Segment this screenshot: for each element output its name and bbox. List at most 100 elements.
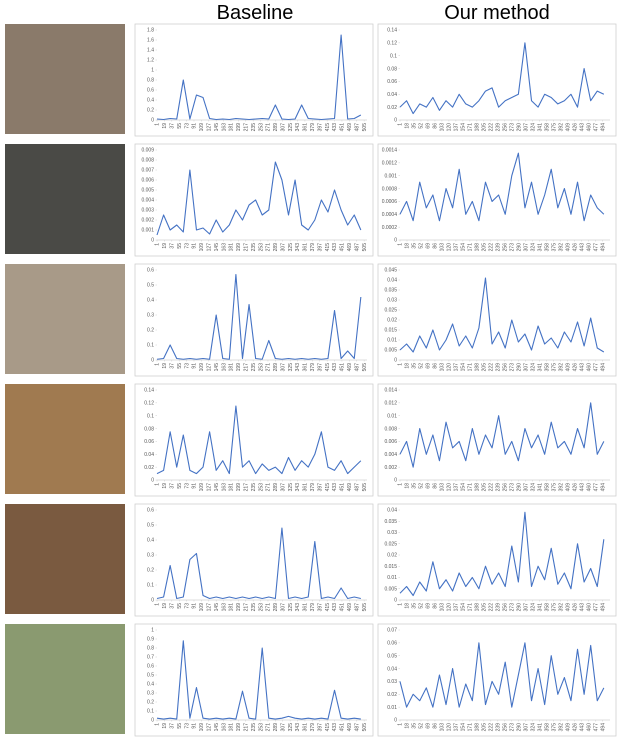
x-tick-label: 375 (551, 483, 557, 492)
x-tick-label: 188 (475, 603, 481, 612)
x-tick-label: 91 (192, 603, 198, 609)
x-tick-label: 1 (155, 123, 161, 126)
x-tick-label: 235 (251, 723, 257, 732)
x-tick-label: 120 (447, 123, 453, 132)
x-tick-label: 343 (295, 243, 301, 252)
x-tick-label: 451 (340, 123, 346, 132)
x-tick-label: 451 (340, 483, 346, 492)
x-tick-label: 103 (440, 363, 446, 372)
y-tick-label: 0.04 (387, 508, 397, 514)
x-tick-label: 341 (537, 243, 543, 252)
x-tick-label: 477 (593, 483, 599, 492)
y-tick-label: 1 (151, 628, 154, 634)
x-tick-label: 392 (558, 723, 564, 732)
x-tick-label: 426 (572, 603, 578, 612)
x-tick-label: 487 (354, 723, 360, 732)
y-tick-label: 0 (151, 718, 154, 724)
x-tick-label: 307 (523, 603, 529, 612)
x-tick-label: 120 (447, 723, 453, 732)
x-tick-label: 443 (579, 123, 585, 132)
x-tick-label: 426 (572, 243, 578, 252)
x-tick-label: 137 (454, 243, 460, 252)
y-tick-label: 0.005 (384, 348, 397, 354)
x-tick-label: 433 (332, 243, 338, 252)
y-tick-label: 0.035 (384, 288, 397, 294)
x-tick-label: 137 (454, 483, 460, 492)
x-tick-label: 460 (586, 363, 592, 372)
x-tick-label: 477 (593, 603, 599, 612)
x-tick-label: 73 (184, 363, 190, 369)
y-tick-label: 0.0014 (382, 148, 398, 154)
line (399, 277, 605, 353)
y-tick-label: 0 (394, 718, 397, 724)
x-tick-label: 55 (177, 723, 183, 729)
x-tick-label: 397 (317, 483, 323, 492)
x-tick-label: 325 (288, 243, 294, 252)
x-tick-label: 73 (184, 123, 190, 129)
x-tick-label: 469 (347, 123, 353, 132)
x-tick-label: 145 (214, 603, 220, 612)
x-tick-label: 409 (565, 723, 571, 732)
y-tick-label: 0.5 (147, 523, 154, 529)
x-tick-label: 325 (288, 483, 294, 492)
x-tick-label: 343 (295, 603, 301, 612)
x-tick-label: 469 (347, 243, 353, 252)
y-tick-label: 0.3 (147, 691, 154, 697)
y-tick-label: 0.12 (387, 41, 397, 47)
photo (5, 24, 125, 134)
x-tick-label: 171 (468, 603, 474, 612)
x-tick-label: 127 (206, 483, 212, 492)
x-tick-label: 397 (317, 123, 323, 132)
x-tick-label: 379 (310, 483, 316, 492)
x-tick-label: 91 (192, 123, 198, 129)
x-tick-label: 307 (280, 363, 286, 372)
x-tick-label: 271 (266, 123, 272, 132)
x-tick-label: 469 (347, 483, 353, 492)
y-tick-label: 0.07 (387, 628, 397, 634)
x-tick-label: 181 (229, 603, 235, 612)
x-tick-label: 494 (600, 603, 606, 612)
x-tick-label: 199 (236, 723, 242, 732)
x-tick-label: 256 (502, 243, 508, 252)
x-tick-label: 409 (565, 483, 571, 492)
y-tick-label: 0.015 (384, 328, 397, 334)
x-tick-label: 127 (206, 603, 212, 612)
x-tick-label: 37 (169, 483, 175, 489)
x-tick-label: 217 (243, 723, 249, 732)
x-tick-label: 181 (229, 123, 235, 132)
y-tick-label: 0.14 (144, 388, 154, 394)
chart: 0 0.005 0.01 0.015 0.02 0.025 0.03 0.035 0.04 0.0… (377, 263, 617, 377)
x-tick-label: 37 (169, 123, 175, 129)
x-tick-label: 433 (332, 603, 338, 612)
y-tick-label: 0 (394, 358, 397, 364)
x-tick-label: 18 (405, 363, 411, 369)
x-tick-label: 324 (530, 123, 536, 132)
chart-frame (377, 143, 617, 257)
y-tick-label: 0.005 (141, 188, 154, 194)
x-tick-label: 145 (214, 723, 220, 732)
y-tick-label: 0.6 (147, 88, 154, 94)
chart: 00.20.40.60.811.21.41.61.81 19 37 55 73 91 109… (134, 23, 374, 137)
x-tick-label: 358 (544, 123, 550, 132)
x-tick-label: 163 (221, 723, 227, 732)
x-tick-label: 19 (162, 123, 168, 129)
x-tick-label: 37 (169, 723, 175, 729)
x-tick-label: 273 (509, 363, 515, 372)
x-tick-label: 494 (600, 363, 606, 372)
x-tick-label: 409 (565, 363, 571, 372)
x-tick-label: 324 (530, 363, 536, 372)
x-tick-label: 91 (192, 483, 198, 489)
y-tick-label: 0.008 (141, 158, 154, 164)
y-tick-label: 0.4 (147, 98, 154, 104)
x-tick-label: 171 (468, 723, 474, 732)
x-tick-label: 433 (332, 363, 338, 372)
photo (5, 504, 125, 614)
y-tick-label: 0.8 (147, 78, 154, 84)
x-tick-label: 289 (273, 363, 279, 372)
x-tick-label: 433 (332, 123, 338, 132)
x-tick-label: 443 (579, 603, 585, 612)
x-tick-label: 289 (273, 603, 279, 612)
x-tick-label: 73 (184, 723, 190, 729)
x-tick-label: 217 (243, 483, 249, 492)
line (399, 42, 605, 115)
